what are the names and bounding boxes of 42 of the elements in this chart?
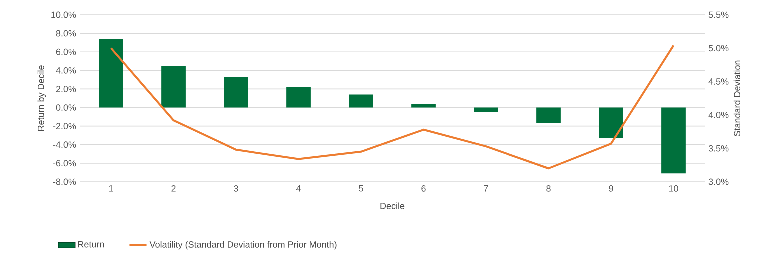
bar (224, 77, 248, 108)
y-tick-label: -4.0% (53, 142, 76, 148)
x-tick-label: 1 (109, 186, 114, 192)
bar (599, 108, 624, 138)
x-tick-label: 10 (669, 186, 678, 192)
y2-axis-title: Standard Deviation (734, 60, 741, 136)
y-tick-label: 2.0% (56, 86, 76, 92)
x-axis-title: Decile (380, 202, 405, 210)
x-tick-label: 6 (422, 186, 426, 192)
x-tick-label: 9 (609, 186, 614, 192)
y2-tick-label: 4.0% (708, 112, 729, 118)
y-tick-label: -8.0% (53, 178, 76, 186)
line-series (110, 44, 675, 170)
bar (474, 108, 498, 112)
y-tick-label: -2.0% (53, 123, 76, 130)
y-tick-label: 4.0% (56, 67, 76, 74)
x-tick-label: 7 (484, 186, 488, 192)
x-tick-label: 3 (234, 186, 238, 192)
y-axis-title: Return by Decile (38, 66, 46, 132)
bar (412, 104, 436, 108)
y-tick-label: 8.0% (56, 30, 76, 37)
y-tick-label: 0.0% (56, 104, 76, 111)
x-tick-label: 5 (359, 186, 364, 192)
y-tick-label: -6.0% (53, 160, 76, 167)
x-tick-label: 2 (172, 186, 176, 192)
y2-tick-label: 3.0% (708, 178, 729, 186)
bar (349, 94, 374, 108)
bar (536, 108, 561, 124)
bar (162, 66, 186, 108)
y-tick-label: 6.0% (56, 48, 76, 56)
y2-tick-label: 4.5% (708, 78, 729, 85)
y2-tick-label: 5.5% (708, 12, 729, 18)
legend-label: Volatility (Standard Deviation from Prior Month) (150, 241, 337, 250)
bar (99, 39, 124, 108)
x-tick-label: 8 (546, 186, 551, 192)
x-tick-label: 4 (296, 186, 301, 192)
y2-tick-label: 3.5% (708, 145, 729, 152)
y-tick-label: 10.0% (52, 12, 76, 18)
legend-label: Return (78, 241, 104, 248)
y2-tick-label: 5.0% (708, 45, 729, 52)
bar (662, 108, 686, 174)
bar (286, 87, 311, 108)
